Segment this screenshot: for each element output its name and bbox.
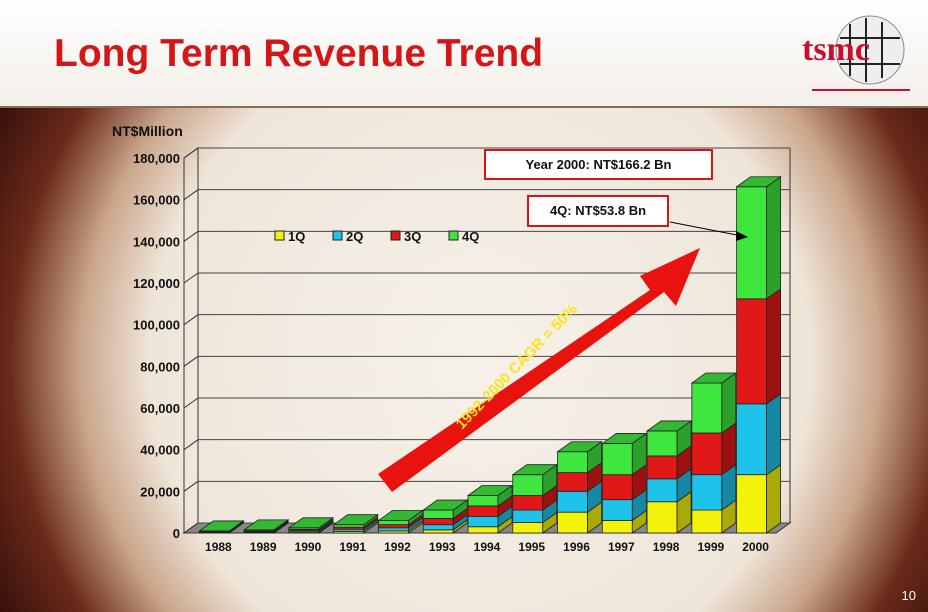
y-tick-label: 60,000: [140, 401, 180, 416]
year-total-callout: Year 2000: NT$166.2 Bn: [484, 149, 713, 180]
legend-label-2Q: 2Q: [346, 229, 363, 244]
bar-1996-3Q: [557, 461, 602, 493]
bar-1998-1Q: [646, 490, 692, 534]
bar-1999-4Q: [690, 372, 738, 434]
q4-pointer-arrowhead: [736, 231, 748, 241]
bar-2000-1Q: [736, 463, 782, 534]
bar-1996-1Q: [557, 501, 602, 534]
y-tick-label: 0: [173, 526, 180, 541]
y-tick-label: 180,000: [133, 151, 180, 166]
x-tick-label: 1991: [339, 540, 366, 554]
legend-label-1Q: 1Q: [288, 229, 305, 244]
gridline-diag: [183, 189, 199, 201]
bar-1996-4Q: [556, 440, 603, 474]
bar-1999-2Q: [691, 463, 737, 511]
bar-1992-4Q: [377, 509, 424, 526]
bar-1998-2Q: [646, 468, 692, 503]
q4-pointer-line: [669, 221, 743, 237]
x-tick-label: 1996: [563, 540, 590, 554]
q4-callout: 4Q: NT$53.8 Bn: [527, 195, 669, 227]
y-tick-label: 160,000: [133, 193, 180, 208]
x-tick-label: 1998: [653, 540, 680, 554]
legend-swatch-1Q: [274, 230, 285, 241]
gridline-diag: [183, 439, 199, 451]
y-tick-label: 20,000: [140, 484, 180, 499]
bar-1990-4Q: [287, 517, 335, 531]
x-tick-label: 1997: [608, 540, 635, 554]
slide-title: Long Term Revenue Trend: [54, 32, 544, 75]
x-tick-label: 1995: [518, 540, 545, 554]
y-tick-label: 120,000: [133, 276, 180, 291]
legend-swatch-3Q: [390, 230, 401, 241]
gridline-diag: [183, 355, 199, 367]
gridline-diag: [183, 480, 199, 492]
x-tick-label: 1992: [384, 540, 411, 554]
y-axis-unit-label: NT$Million: [112, 123, 183, 139]
gridline-diag: [183, 397, 199, 409]
gridline-diag: [183, 314, 199, 326]
slide-header: [0, 0, 928, 108]
bar-2000-3Q: [736, 288, 782, 405]
svg-text:tsmc: tsmc: [802, 31, 870, 68]
x-tick-label: 2000: [742, 540, 769, 554]
bar-1997-4Q: [601, 432, 648, 476]
legend-label-3Q: 3Q: [404, 229, 421, 244]
gridline-diag: [183, 230, 199, 242]
gridline-diag: [183, 147, 199, 159]
bar-1995-4Q: [511, 463, 559, 497]
legend-swatch-2Q: [332, 230, 343, 241]
x-tick-label: 1989: [250, 540, 277, 554]
bar-1991-4Q: [332, 513, 379, 528]
y-tick-label: 140,000: [133, 234, 180, 249]
bar-1994-4Q: [466, 484, 514, 507]
x-tick-label: 1999: [697, 540, 724, 554]
bar-1997-3Q: [601, 463, 647, 501]
legend-label-4Q: 4Q: [462, 229, 479, 244]
bar-1998-3Q: [646, 445, 692, 480]
x-tick-label: 1988: [205, 540, 232, 554]
y-tick-label: 80,000: [140, 359, 180, 374]
y-tick-label: 100,000: [133, 318, 180, 333]
y-tick-label: 40,000: [140, 443, 180, 458]
chart-side-wall: [183, 147, 199, 534]
bar-1999-1Q: [691, 499, 737, 534]
legend-swatch-4Q: [448, 230, 459, 241]
bar-1988-4Q: [198, 520, 245, 533]
bar-2000-4Q: [735, 175, 782, 300]
chart-legend: 1Q 2Q 3Q 4Q: [274, 229, 479, 244]
gridline-diag: [183, 272, 199, 284]
x-tick-label: 1993: [429, 540, 456, 554]
bar-1995-2Q: [512, 499, 558, 524]
bar-2000-2Q: [736, 393, 782, 476]
x-tick-label: 1990: [295, 540, 322, 554]
bar-1989-4Q: [242, 519, 290, 532]
bar-1996-2Q: [557, 480, 602, 513]
x-tick-label: 1994: [474, 540, 501, 554]
gridline-diag: [183, 522, 199, 534]
page-number: 10: [901, 588, 916, 603]
bar-1998-4Q: [645, 420, 693, 457]
bar-1993-4Q: [421, 499, 469, 520]
tsmc-logo: tsmc: [802, 15, 910, 91]
